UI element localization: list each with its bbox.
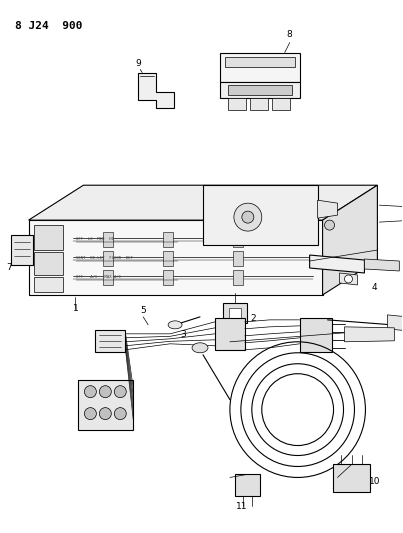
Polygon shape xyxy=(215,318,245,350)
Ellipse shape xyxy=(192,343,208,353)
Polygon shape xyxy=(322,185,377,295)
Polygon shape xyxy=(228,85,292,95)
Text: OFF   A/C   MAX A/C: OFF A/C MAX A/C xyxy=(77,275,122,279)
Polygon shape xyxy=(233,251,243,266)
Text: 11: 11 xyxy=(236,503,247,511)
Polygon shape xyxy=(29,185,377,220)
Polygon shape xyxy=(33,252,64,275)
Polygon shape xyxy=(310,255,364,273)
Text: 1: 1 xyxy=(73,304,78,313)
Polygon shape xyxy=(387,315,403,332)
Polygon shape xyxy=(203,185,318,245)
Circle shape xyxy=(114,408,126,419)
Polygon shape xyxy=(318,200,338,218)
Text: 2: 2 xyxy=(250,314,256,323)
Polygon shape xyxy=(223,303,247,323)
Polygon shape xyxy=(250,99,268,110)
Text: 8 J24  900: 8 J24 900 xyxy=(15,21,82,30)
Polygon shape xyxy=(364,259,399,271)
Polygon shape xyxy=(79,379,133,430)
Polygon shape xyxy=(332,464,370,492)
Polygon shape xyxy=(220,83,300,99)
Text: 8: 8 xyxy=(287,30,293,38)
Polygon shape xyxy=(96,330,125,352)
Circle shape xyxy=(100,408,111,419)
Polygon shape xyxy=(29,220,322,295)
Text: 9: 9 xyxy=(135,59,141,68)
Polygon shape xyxy=(10,235,33,265)
Text: OFF  LO  MED  HI: OFF LO MED HI xyxy=(77,237,114,241)
Polygon shape xyxy=(233,232,243,247)
Text: 3: 3 xyxy=(180,330,186,339)
Ellipse shape xyxy=(168,321,182,329)
Polygon shape xyxy=(229,308,241,321)
Polygon shape xyxy=(220,53,300,83)
Polygon shape xyxy=(33,225,64,250)
Polygon shape xyxy=(163,270,173,285)
Polygon shape xyxy=(300,318,332,352)
Polygon shape xyxy=(163,251,173,266)
Polygon shape xyxy=(228,99,246,110)
Circle shape xyxy=(114,386,126,398)
Polygon shape xyxy=(103,232,113,247)
Circle shape xyxy=(345,275,353,283)
Circle shape xyxy=(242,211,254,223)
Text: 10: 10 xyxy=(369,478,380,487)
Circle shape xyxy=(100,386,111,398)
Circle shape xyxy=(84,386,96,398)
Polygon shape xyxy=(138,72,174,108)
Polygon shape xyxy=(233,270,243,285)
Circle shape xyxy=(234,203,262,231)
Polygon shape xyxy=(235,474,260,496)
Polygon shape xyxy=(103,270,113,285)
Polygon shape xyxy=(225,56,295,67)
Text: 5: 5 xyxy=(140,306,146,315)
Circle shape xyxy=(324,220,334,230)
Text: 7: 7 xyxy=(6,263,12,272)
Polygon shape xyxy=(163,232,173,247)
Polygon shape xyxy=(345,327,394,342)
Text: VENT  BI-LEV  FLOOR  DEF: VENT BI-LEV FLOOR DEF xyxy=(77,256,133,260)
Polygon shape xyxy=(339,273,357,285)
Text: 4: 4 xyxy=(372,283,377,292)
Polygon shape xyxy=(33,277,64,292)
Polygon shape xyxy=(103,251,113,266)
Polygon shape xyxy=(272,99,290,110)
Circle shape xyxy=(84,408,96,419)
